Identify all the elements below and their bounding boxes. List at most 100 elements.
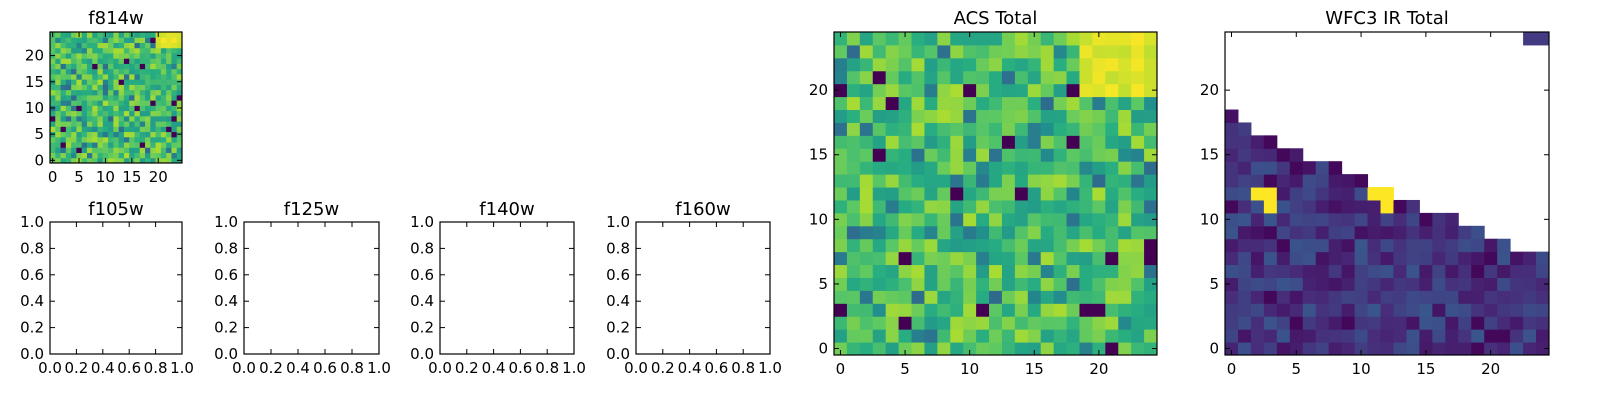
heatmap-cell — [924, 329, 938, 343]
axes-frame — [49, 31, 183, 164]
heatmap-cell — [1250, 342, 1265, 356]
heatmap-cell — [71, 37, 77, 43]
heatmap-cell — [1105, 303, 1119, 317]
heatmap-cell — [846, 57, 861, 72]
heatmap-cell — [1276, 161, 1291, 175]
heatmap-cell — [1263, 329, 1278, 343]
heatmap-cell — [1079, 290, 1093, 304]
heatmap-cell — [102, 152, 109, 159]
heatmap-cell — [1497, 290, 1511, 304]
y-tick-label: 0.4 — [214, 292, 238, 310]
heatmap-cell — [1040, 57, 1055, 72]
x-tick-label: 5 — [74, 168, 84, 186]
heatmap-cell — [60, 157, 67, 164]
heatmap-cell — [1237, 264, 1252, 278]
heatmap-cell — [1328, 174, 1343, 188]
heatmap-cell — [1367, 199, 1382, 214]
heatmap-cell — [81, 136, 88, 143]
heatmap-cell — [92, 115, 99, 122]
heatmap-cell — [145, 79, 151, 85]
heatmap-cell — [1497, 238, 1511, 253]
heatmap-cell — [834, 161, 848, 175]
heatmap-cell — [1079, 329, 1093, 343]
heatmap-cell — [155, 115, 162, 122]
heatmap-cell — [155, 94, 162, 101]
heatmap-cell — [1250, 329, 1265, 343]
heatmap-cell — [97, 157, 104, 164]
heatmap-cell — [898, 32, 913, 46]
heatmap-cell — [160, 126, 167, 133]
heatmap-cell — [102, 115, 109, 122]
heatmap-cell — [976, 32, 990, 46]
heatmap-cell — [1536, 251, 1550, 266]
heatmap-cell — [1225, 174, 1239, 188]
heatmap-cell — [113, 142, 120, 148]
heatmap-cell — [950, 316, 964, 330]
heatmap-cell — [963, 70, 977, 85]
heatmap-cell — [129, 63, 135, 70]
heatmap-cell — [171, 89, 178, 96]
x-tick-label: 0.4 — [286, 359, 310, 377]
heatmap-cell — [885, 109, 900, 123]
heatmap-cell — [1302, 290, 1317, 304]
heatmap-cell — [76, 37, 83, 43]
heatmap-cell — [176, 63, 183, 70]
heatmap-cell — [1014, 238, 1029, 253]
heatmap-cell — [145, 147, 151, 154]
y-tick-label: 0.4 — [606, 292, 630, 310]
heatmap-cell — [1053, 109, 1068, 123]
heatmap-cell — [118, 100, 125, 106]
heatmap-cell — [924, 96, 938, 111]
heatmap-cell — [1302, 212, 1317, 227]
heatmap-cell — [81, 89, 88, 96]
heatmap-cell — [171, 157, 178, 164]
heatmap-cell — [134, 89, 141, 96]
heatmap-cell — [1406, 303, 1420, 317]
heatmap-cell — [160, 37, 167, 43]
heatmap-cell — [1144, 83, 1158, 98]
heatmap-cell — [1523, 303, 1537, 317]
heatmap-cell — [898, 83, 913, 98]
heatmap-cell — [1250, 187, 1265, 201]
heatmap-cell — [1315, 264, 1330, 278]
heatmap-cell — [118, 32, 125, 38]
heatmap-cell — [1380, 290, 1394, 304]
heatmap-cell — [963, 161, 977, 175]
heatmap-cell — [97, 147, 104, 154]
heatmap-cell — [976, 303, 990, 317]
heatmap-cell — [50, 73, 56, 80]
heatmap-cell — [1367, 316, 1382, 330]
x-tick-label: 20 — [1089, 360, 1108, 378]
heatmap-cell — [898, 161, 913, 175]
heatmap-cell — [1092, 57, 1106, 72]
heatmap-cell — [123, 52, 130, 59]
heatmap-cell — [937, 32, 951, 46]
heatmap-cell — [166, 73, 172, 80]
heatmap-cell — [1118, 277, 1132, 291]
heatmap-cell — [1001, 277, 1016, 291]
heatmap-cell — [885, 303, 900, 317]
heatmap-cell — [963, 290, 977, 304]
y-tick-label: 0.0 — [410, 345, 434, 363]
heatmap-cell — [1237, 135, 1252, 149]
heatmap-cell — [155, 121, 162, 127]
heatmap-cell — [1027, 316, 1042, 330]
heatmap-cell — [1250, 148, 1265, 162]
heatmap-cell — [97, 94, 104, 101]
heatmap-cell — [989, 135, 1003, 149]
heatmap-cell — [1289, 251, 1304, 266]
heatmap-cell — [150, 73, 157, 80]
y-tick-label: 0 — [1209, 340, 1219, 358]
heatmap-cell — [1118, 187, 1132, 201]
heatmap-cell — [1380, 212, 1394, 227]
heatmap-cell — [1079, 187, 1093, 201]
heatmap-cell — [1040, 135, 1055, 149]
heatmap-cell — [1445, 329, 1459, 343]
heatmap-cell — [139, 142, 146, 148]
heatmap-cell — [50, 89, 56, 96]
axes-frame — [439, 221, 575, 355]
heatmap-cell — [1354, 342, 1369, 356]
heatmap-cell — [963, 32, 977, 46]
heatmap-cell — [123, 58, 130, 64]
